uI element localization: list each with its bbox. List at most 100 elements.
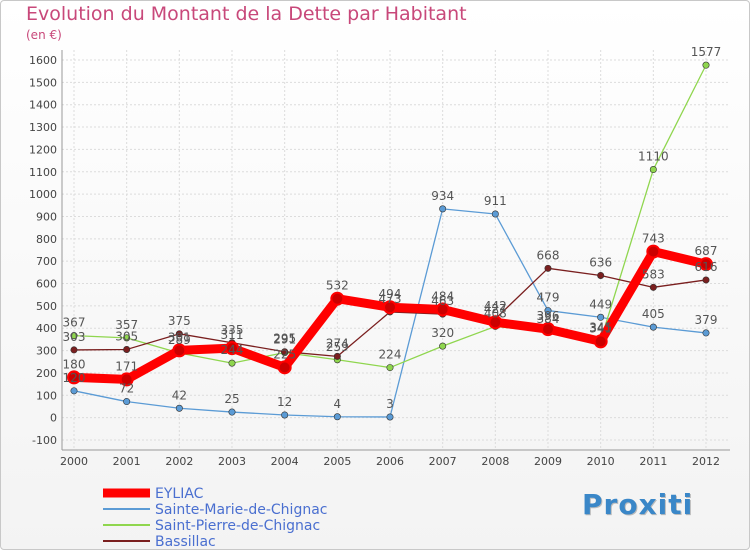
- data-label: 367: [63, 316, 86, 330]
- data-label: 668: [537, 248, 560, 262]
- data-labels: 180 171 301 311 225 532 494 484 427 396 341 743 687 1…: [63, 45, 722, 411]
- data-point: [649, 283, 657, 291]
- proxiti-logo: Proxiti: [582, 488, 694, 521]
- data-label: 473: [379, 292, 402, 306]
- y-tick-label: 1200: [29, 143, 57, 156]
- data-point: [649, 166, 657, 174]
- x-tick-label: 2006: [376, 455, 404, 468]
- y-tick-label: 1400: [29, 99, 57, 112]
- data-label: 479: [537, 291, 560, 305]
- y-tick-label: -100: [32, 434, 57, 447]
- series-lines: [67, 61, 713, 421]
- x-tick-label: 2012: [692, 455, 720, 468]
- data-label: 274: [326, 336, 349, 350]
- data-label: 427: [484, 302, 507, 316]
- data-point: [488, 315, 503, 330]
- x-tick-label: 2007: [429, 455, 457, 468]
- data-label: 180: [63, 357, 86, 371]
- data-label: 743: [642, 232, 665, 246]
- data-label: 289: [168, 333, 191, 347]
- y-tick-label: 400: [36, 322, 57, 335]
- data-point: [225, 341, 239, 356]
- x-tick-label: 2009: [534, 455, 562, 468]
- data-point: [597, 313, 605, 321]
- data-label: 532: [326, 279, 349, 293]
- data-point: [123, 345, 131, 353]
- data-point: [175, 330, 183, 338]
- data-point: [70, 346, 78, 354]
- data-label: 303: [63, 330, 86, 344]
- data-label: 341: [589, 321, 612, 335]
- data-point: [386, 364, 394, 372]
- data-label: 384: [537, 312, 560, 326]
- data-point: [649, 323, 657, 331]
- data-point: [175, 404, 183, 412]
- data-label: 25: [224, 392, 239, 406]
- unit-label: (en €): [26, 28, 62, 42]
- x-tick-label: 2008: [481, 455, 509, 468]
- data-label: 379: [695, 313, 718, 327]
- data-label: 72: [119, 382, 134, 396]
- data-label: 225: [273, 347, 296, 361]
- x-tick-label: 2010: [587, 455, 615, 468]
- y-tick-label: 1500: [29, 76, 57, 89]
- x-tick-label: 2004: [271, 455, 299, 468]
- data-label: 408: [484, 306, 507, 320]
- data-point: [699, 257, 713, 272]
- data-label: 320: [431, 326, 454, 340]
- data-label: 224: [379, 348, 402, 362]
- y-tick-label: 100: [36, 389, 57, 402]
- y-tick-label: 200: [36, 367, 57, 380]
- data-point: [593, 334, 608, 349]
- axes: -100 0 100 200 300 400 500 600 700 800 900 1000 1100…: [29, 50, 730, 468]
- y-tick-label: 1300: [29, 121, 57, 134]
- y-tick-label: 600: [36, 278, 57, 291]
- data-label: 301: [168, 330, 191, 344]
- data-label: 244: [221, 343, 244, 357]
- data-point: [541, 322, 555, 337]
- x-tick-label: 2005: [323, 455, 351, 468]
- data-label: 12: [277, 395, 292, 409]
- data-point: [277, 360, 292, 375]
- data-label: 484: [431, 289, 454, 303]
- data-point: [702, 276, 710, 284]
- y-tick-label: 800: [36, 233, 57, 246]
- data-point: [123, 334, 131, 342]
- data-label: 1110: [638, 150, 669, 164]
- y-tick-label: 1000: [29, 188, 57, 201]
- legend-label: Bassillac: [155, 534, 216, 550]
- data-label: 3: [386, 397, 394, 411]
- x-tick-label: 2000: [60, 455, 88, 468]
- y-tick-label: 1600: [29, 54, 57, 67]
- data-label: 934: [431, 189, 454, 203]
- data-point: [702, 329, 710, 337]
- legend-label: Sainte-Marie-de-Chignac: [155, 502, 327, 518]
- data-point: [544, 307, 552, 315]
- data-label: 4: [334, 397, 342, 411]
- data-point: [330, 291, 345, 306]
- y-tick-label: 0: [50, 412, 57, 425]
- data-label: 616: [695, 260, 718, 274]
- data-label: 305: [115, 329, 138, 343]
- data-point: [386, 413, 394, 421]
- data-label: 345: [589, 321, 612, 335]
- y-tick-label: 700: [36, 255, 57, 268]
- data-point: [439, 342, 447, 350]
- data-label: 583: [642, 267, 665, 281]
- data-label: 463: [431, 294, 454, 308]
- data-point: [597, 271, 605, 279]
- legend-label: Saint-Pierre-de-Chignac: [155, 518, 320, 534]
- y-tick-label: 300: [36, 345, 57, 358]
- legend: EYLIACSainte-Marie-de-ChignacSaint-Pierr…: [103, 486, 327, 550]
- data-label: 911: [484, 194, 507, 208]
- legend-label: EYLIAC: [155, 486, 204, 502]
- chart-title: Evolution du Montant de la Dette par Hab…: [26, 3, 467, 25]
- y-tick-label: 1100: [29, 166, 57, 179]
- x-tick-label: 2002: [165, 455, 193, 468]
- data-point: [119, 372, 134, 387]
- data-point: [281, 411, 289, 419]
- data-point: [228, 408, 236, 416]
- data-label: 442: [484, 299, 507, 313]
- data-point: [333, 352, 341, 360]
- x-tick-label: 2003: [218, 455, 246, 468]
